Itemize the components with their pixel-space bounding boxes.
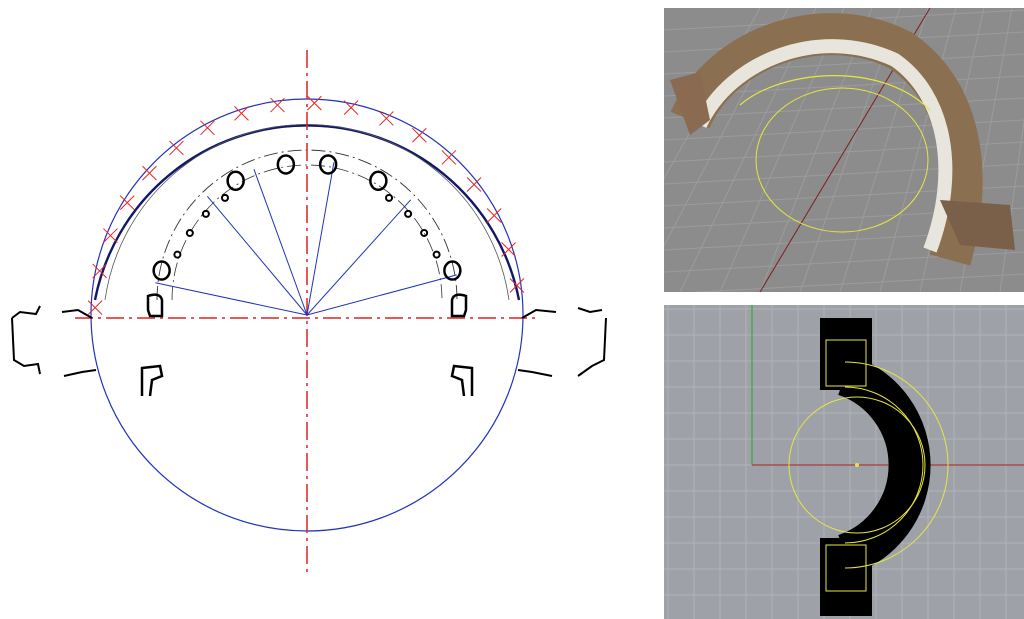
wall-stub bbox=[517, 308, 557, 377]
red-mark bbox=[142, 165, 157, 181]
red-mark bbox=[343, 100, 359, 115]
column bbox=[385, 193, 394, 202]
plan-drawing bbox=[11, 50, 607, 575]
red-mark bbox=[103, 228, 118, 243]
grid-line bbox=[690, 273, 1024, 292]
wall-stub bbox=[61, 308, 97, 377]
red-mark bbox=[509, 278, 525, 293]
pier bbox=[152, 260, 171, 281]
radial-line bbox=[306, 199, 412, 316]
red-mark bbox=[92, 263, 107, 279]
red-mark bbox=[379, 111, 394, 126]
pier bbox=[276, 154, 296, 175]
radial-line bbox=[155, 282, 308, 316]
pier bbox=[226, 170, 245, 192]
scan-block bbox=[820, 318, 872, 390]
column bbox=[420, 228, 429, 237]
red-mark bbox=[466, 177, 482, 192]
red-mark bbox=[87, 300, 103, 315]
yellow-outline bbox=[739, 75, 931, 111]
radial-line bbox=[253, 169, 308, 316]
yellow-circle bbox=[788, 396, 926, 534]
column bbox=[173, 250, 182, 259]
pier bbox=[443, 260, 462, 281]
yellow-outline bbox=[844, 361, 949, 569]
viewport-grid bbox=[664, 305, 1024, 619]
red-mark bbox=[411, 127, 427, 143]
pier bbox=[450, 364, 474, 397]
column bbox=[201, 209, 210, 218]
scan-wing bbox=[670, 72, 710, 135]
inner-dashed-arc bbox=[171, 164, 443, 301]
scan-ring bbox=[837, 355, 931, 575]
red-mark bbox=[169, 140, 184, 156]
center-point bbox=[855, 463, 859, 467]
column bbox=[432, 250, 441, 259]
red-mark bbox=[234, 106, 249, 121]
red-mark bbox=[200, 120, 215, 136]
radial-line bbox=[306, 162, 335, 316]
red-mark bbox=[486, 208, 502, 223]
red-mark bbox=[501, 242, 516, 257]
scan-wing bbox=[940, 200, 1015, 250]
grid-line bbox=[879, 8, 957, 292]
red-mark bbox=[441, 150, 457, 165]
column bbox=[404, 209, 413, 218]
side-profile bbox=[577, 307, 607, 377]
red-mark bbox=[119, 195, 135, 211]
side-profile bbox=[11, 305, 41, 375]
pier bbox=[369, 170, 388, 192]
pier bbox=[450, 293, 468, 318]
yellow-circle bbox=[755, 87, 929, 233]
scan-ring-light bbox=[693, 39, 953, 253]
yellow-outline bbox=[825, 544, 867, 592]
pier bbox=[318, 154, 338, 175]
column bbox=[185, 228, 194, 237]
perspective-view bbox=[664, 8, 1024, 292]
pier bbox=[140, 364, 164, 397]
scan-block bbox=[820, 538, 872, 616]
radial-line bbox=[206, 195, 308, 316]
scan-ring bbox=[670, 13, 983, 266]
top-view bbox=[664, 305, 1024, 619]
pier bbox=[146, 293, 164, 318]
red-mark bbox=[307, 95, 322, 111]
radial-line bbox=[306, 274, 457, 316]
red-mark bbox=[270, 97, 285, 113]
column bbox=[220, 193, 229, 202]
yellow-outline bbox=[825, 339, 867, 387]
